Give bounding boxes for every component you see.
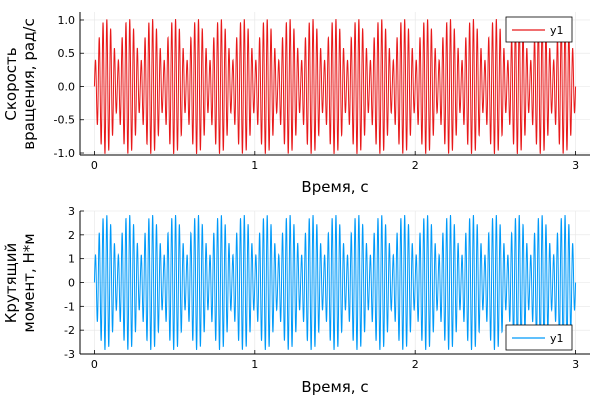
- x-ticks: 0 1 2 3: [91, 151, 579, 172]
- y-tick-label: 3: [68, 205, 75, 218]
- y-axis-label-line2: вращения, рад/с: [20, 18, 38, 149]
- y-tick-label: 0.5: [58, 47, 76, 60]
- y-tick-label: -1.0: [54, 147, 75, 160]
- x-tick-label: 2: [412, 358, 419, 371]
- legend: y1: [505, 16, 573, 43]
- y-tick-label: 2: [68, 229, 75, 242]
- legend-label: y1: [550, 24, 564, 37]
- x-axis-label: Время, с: [301, 178, 368, 196]
- y-ticks: -3 -2 -1 0 1 2 3: [64, 205, 84, 361]
- y-tick-label: -3: [64, 348, 75, 361]
- x-axis-label: Время, с: [301, 378, 368, 396]
- x-tick-label: 1: [251, 159, 258, 172]
- y-ticks: -1.0 -0.5 0.0 0.5 1.0: [54, 14, 84, 160]
- velocity-subplot: -1.0 -0.5 0.0 0.5 1.0 0 1 2 3 Время, с Скорость…: [2, 12, 590, 196]
- y-tick-label: 1.0: [58, 14, 76, 27]
- x-ticks: 0 1 2 3: [91, 350, 579, 371]
- x-tick-label: 0: [91, 159, 98, 172]
- y-axis-label-line1: Крутящий: [2, 243, 20, 323]
- x-tick-label: 3: [572, 159, 579, 172]
- x-tick-label: 1: [251, 358, 258, 371]
- series-line: [93, 19, 577, 154]
- y-tick-label: -0.5: [54, 114, 75, 127]
- y-tick-label: -2: [64, 324, 75, 337]
- legend-label: y1: [550, 332, 564, 345]
- y-tick-label: 0.0: [58, 80, 76, 93]
- y-axis-label-line1: Скорость: [2, 47, 20, 120]
- y-tick-label: 1: [68, 253, 75, 266]
- y-tick-label: -1: [64, 300, 75, 313]
- x-tick-label: 2: [412, 159, 419, 172]
- series-line: [93, 214, 577, 351]
- legend: y1: [505, 324, 573, 351]
- x-tick-label: 3: [572, 358, 579, 371]
- y-tick-label: 0: [68, 277, 75, 290]
- torque-subplot: -3 -2 -1 0 1 2 3 0 1 2 3 Время, с Крутящий момент…: [2, 205, 590, 396]
- x-tick-label: 0: [91, 358, 98, 371]
- y-axis-label-line2: момент, Н*м: [20, 233, 38, 332]
